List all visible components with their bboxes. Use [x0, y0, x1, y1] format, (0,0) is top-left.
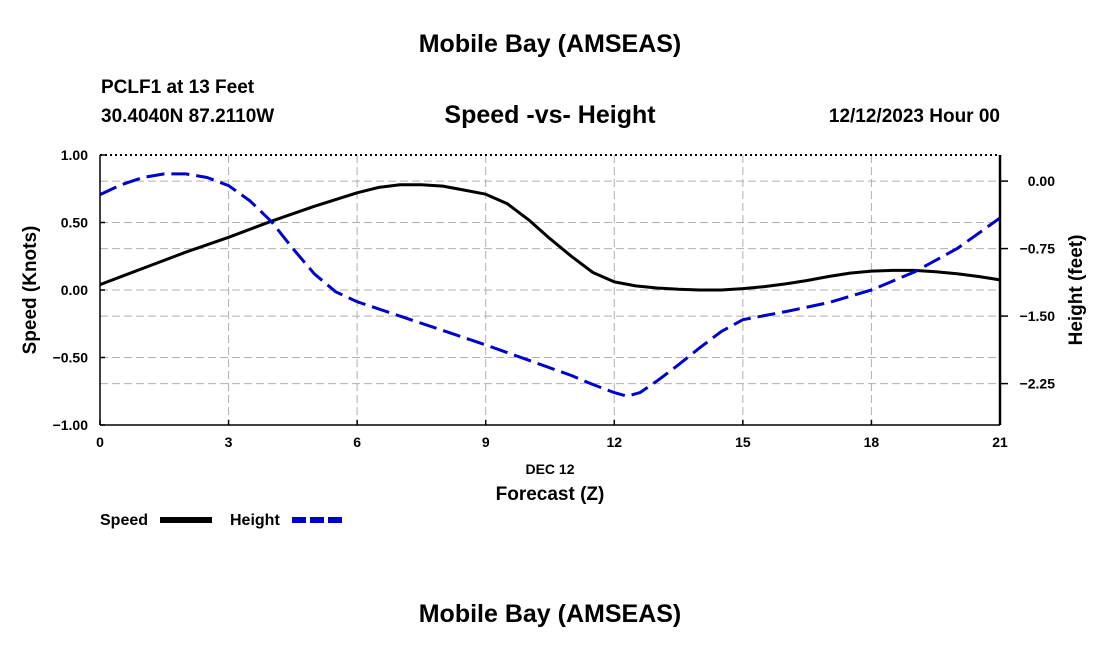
- height-series-line: [99, 172, 1001, 398]
- x-axis-title: Forecast (Z): [496, 484, 605, 505]
- series-lines: [99, 172, 1001, 398]
- y2-tick-label: −0.75: [1020, 241, 1056, 257]
- x-tick-label: 12: [606, 434, 622, 450]
- page-title: Mobile Bay (AMSEAS): [418, 30, 682, 58]
- speed-height-chart: 0 3 6 9 12 15 18 21 −1.00 −0.50 0.00 0.50 1.00 −2.25 −…: [20, 147, 1087, 529]
- footer-title: Mobile Bay (AMSEAS): [418, 600, 682, 628]
- x-tick-label: 21: [992, 434, 1008, 450]
- y-axis-title: Speed (Knots): [20, 226, 41, 355]
- y-tick-label: −1.00: [53, 417, 89, 433]
- y-tick-label: −0.50: [53, 350, 89, 366]
- forecast-datetime: 12/12/2023 Hour 00: [828, 106, 1000, 127]
- x-tick-label: 9: [482, 434, 490, 450]
- x-tick-label: 3: [225, 434, 233, 450]
- x-tick-label: 15: [735, 434, 751, 450]
- y-tick-label: 0.00: [61, 282, 88, 298]
- x-tick-label: 6: [353, 434, 361, 450]
- x-tick-label: 18: [864, 434, 880, 450]
- y2-tick-label: −1.50: [1020, 308, 1056, 324]
- legend-speed-label: Speed: [100, 512, 148, 529]
- x-date-label: DEC 12: [525, 461, 574, 477]
- grid-lines: [100, 155, 1000, 425]
- axis-ticks: 0 3 6 9 12 15 18 21 −1.00 −0.50 0.00 0.50 1.00 −2.25 −…: [53, 147, 1056, 450]
- y2-tick-label: 0.00: [1028, 173, 1055, 189]
- x-tick-label: 0: [96, 434, 104, 450]
- y-tick-label: 0.50: [61, 215, 88, 231]
- plot-frame: [99, 154, 1002, 426]
- y-tick-label: 1.00: [61, 147, 88, 163]
- y2-tick-label: −2.25: [1020, 376, 1056, 392]
- legend-height-label: Height: [230, 512, 280, 529]
- station-label: PCLF1 at 13 Feet: [101, 77, 255, 98]
- chart-title: Speed -vs- Height: [444, 101, 656, 129]
- speed-series-line: [99, 183, 1001, 292]
- station-coordinates: 30.4040N 87.2110W: [101, 106, 275, 127]
- y2-axis-title: Height (feet): [1066, 235, 1087, 346]
